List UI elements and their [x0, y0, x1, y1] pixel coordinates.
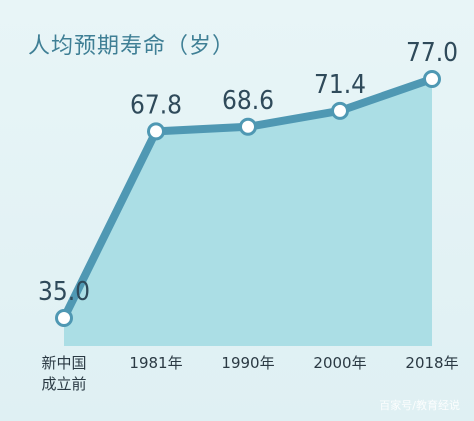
data-point-marker — [147, 122, 165, 141]
x-tick-label: 新中国 — [41, 354, 86, 372]
data-label: 35.0 — [38, 277, 90, 307]
x-tick-label: 1990年 — [221, 354, 274, 372]
area-fill — [64, 79, 432, 346]
data-point-marker — [423, 70, 441, 88]
x-tick-label: 成立前 — [41, 375, 86, 393]
watermark-text: 百家号/教育经说 — [379, 399, 460, 412]
data-label: 68.6 — [222, 86, 274, 116]
chart-title: 人均预期寿命（岁） — [28, 34, 236, 59]
data-label: 67.8 — [130, 90, 182, 120]
x-tick-label: 1981年 — [129, 354, 182, 372]
data-label: 77.0 — [406, 38, 458, 68]
data-point-marker — [55, 309, 73, 327]
data-point-marker — [239, 117, 257, 136]
data-label: 71.4 — [314, 70, 366, 100]
data-point-marker — [331, 101, 349, 120]
x-tick-label: 2000年 — [313, 354, 366, 372]
x-tick-label: 2018年 — [405, 354, 458, 372]
